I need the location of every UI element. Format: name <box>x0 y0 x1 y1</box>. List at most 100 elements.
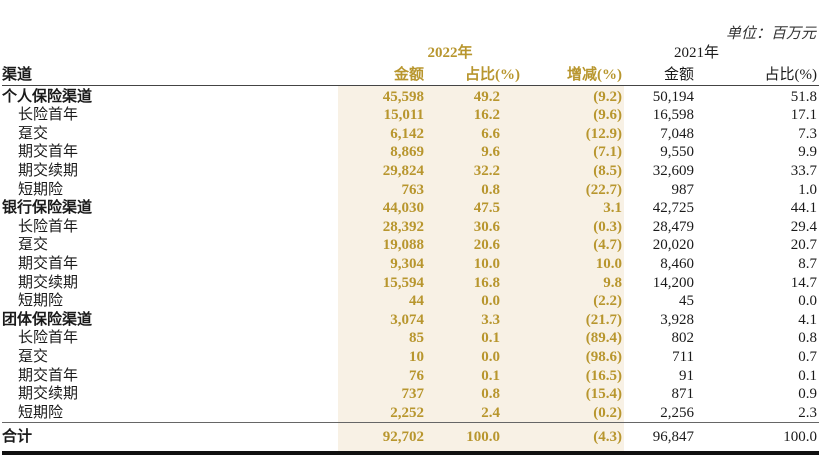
total-row: 合计 92,702 100.0 (4.3) 96,847 100.0 <box>2 422 820 456</box>
amount-2022-cell: 763 <box>338 180 426 200</box>
row-label: 短期险 <box>18 404 64 421</box>
share-2022-cell: 6.6 <box>426 124 523 144</box>
amount-2022-cell: 6,142 <box>338 124 426 144</box>
row-label: 合计 <box>2 422 338 456</box>
table-row: 期交首年 9,304 10.0 10.0 8,460 8.7 <box>2 254 819 274</box>
change-cell: (21.7) <box>522 310 625 330</box>
change-cell: (2.2) <box>522 292 625 311</box>
share-2022-cell: 0.1 <box>426 329 523 348</box>
amount-2022-cell: 9,304 <box>338 254 426 274</box>
table-row: 期交首年 76 0.1 (16.5) 91 0.1 <box>2 366 819 386</box>
table-row: 趸交 6,142 6.6 (12.9) 7,048 7.3 <box>2 124 819 144</box>
row-label: 趸交 <box>18 237 49 254</box>
change-cell: (98.6) <box>522 347 625 367</box>
row-label: 趸交 <box>18 125 49 142</box>
amount-2021-cell: 9,550 <box>660 144 695 161</box>
amount-2022-cell: 737 <box>338 385 426 404</box>
change-cell: (4.7) <box>522 236 625 255</box>
share-2022-cell: 49.2 <box>426 85 523 107</box>
share-2021-cell: 51.8 <box>790 88 818 105</box>
change-cell: 3.1 <box>522 199 625 218</box>
amount-2022-cell: 19,088 <box>338 236 426 255</box>
change-cell: 10.0 <box>522 254 625 274</box>
channel-premium-table: 2022年 2021年 渠道 金额 占比(%) 增减(%) 金额 占比(%) 个… <box>2 44 820 456</box>
table-row: 长险首年 28,392 30.6 (0.3) 28,479 29.4 <box>2 217 819 237</box>
amount-2021-cell: 28,479 <box>652 218 695 235</box>
amount-2021-cell: 871 <box>671 386 695 403</box>
share-2021-cell: 0.0 <box>798 293 818 310</box>
row-label: 银行保险渠道 <box>2 200 93 217</box>
share-2022-cell: 2.4 <box>426 403 523 423</box>
amount-2022-cell: 8,869 <box>338 143 426 162</box>
share-2021-cell: 29.4 <box>790 218 818 235</box>
row-label: 短期险 <box>18 181 64 198</box>
table-row: 团体保险渠道 3,074 3.3 (21.7) 3,928 4.1 <box>2 310 819 330</box>
unit-label: 单位：百万元 <box>725 26 816 42</box>
amount-2021-cell: 987 <box>671 181 695 198</box>
row-label: 期交续期 <box>18 162 79 179</box>
change-cell: (9.2) <box>522 85 625 107</box>
change-cell: (0.2) <box>522 403 625 423</box>
amount-2021-cell: 45 <box>679 293 695 310</box>
amount-2022-cell: 10 <box>338 347 426 367</box>
row-label: 期交续期 <box>18 274 79 291</box>
table-row: 期交续期 737 0.8 (15.4) 871 0.9 <box>2 385 819 404</box>
amount-2022-cell: 76 <box>338 366 426 386</box>
share-2022-cell: 0.8 <box>426 385 523 404</box>
share-2021-cell: 1.0 <box>798 181 818 198</box>
share-2022-cell: 3.3 <box>426 310 523 330</box>
share-2021-cell: 2.3 <box>798 404 818 421</box>
share-2021-cell: 17.1 <box>790 107 818 124</box>
amount-2021-cell: 91 <box>679 367 695 384</box>
share-2021-cell: 0.1 <box>798 367 818 384</box>
row-label: 期交首年 <box>18 255 79 272</box>
row-label: 个人保险渠道 <box>2 88 93 105</box>
amount-2021-cell: 20,020 <box>652 237 695 254</box>
share-2022-cell: 16.2 <box>426 106 523 125</box>
change-cell: 9.8 <box>522 273 625 293</box>
table-row: 个人保险渠道 45,598 49.2 (9.2) 50,194 51.8 <box>2 85 819 107</box>
amount-2022-cell: 2,252 <box>338 403 426 423</box>
amount-2021-cell: 16,598 <box>652 107 695 124</box>
share-2021-cell: 33.7 <box>790 162 818 179</box>
table-row: 短期险 763 0.8 (22.7) 987 1.0 <box>2 180 819 200</box>
year-2022-header: 2022年 <box>427 45 473 61</box>
channel-column-header: 渠道 <box>2 62 338 86</box>
row-label: 长险首年 <box>18 330 79 347</box>
share-2022-cell: 0.8 <box>426 180 523 200</box>
change-cell: (16.5) <box>522 366 625 386</box>
share-2022-cell: 47.5 <box>426 199 523 218</box>
amount-2022-cell: 92,702 <box>338 422 426 456</box>
share-2021-cell: 9.9 <box>798 144 818 161</box>
table-row: 期交续期 29,824 32.2 (8.5) 32,609 33.7 <box>2 161 819 181</box>
amount-2021-cell: 42,725 <box>652 200 695 217</box>
table-row: 期交续期 15,594 16.8 9.8 14,200 14.7 <box>2 273 819 293</box>
change-cell: (89.4) <box>522 329 625 348</box>
row-label: 趸交 <box>18 348 49 365</box>
table-row: 趸交 19,088 20.6 (4.7) 20,020 20.7 <box>2 236 819 255</box>
share-2022-cell: 100.0 <box>426 422 523 456</box>
share-2022-cell: 0.0 <box>426 347 523 367</box>
change-cell: (12.9) <box>522 124 625 144</box>
amount-2021-cell: 32,609 <box>652 162 695 179</box>
amount-2021-cell: 711 <box>672 348 695 365</box>
table-row: 短期险 2,252 2.4 (0.2) 2,256 2.3 <box>2 403 819 423</box>
change-header: 增减(%) <box>522 62 625 86</box>
table-row: 趸交 10 0.0 (98.6) 711 0.7 <box>2 347 819 367</box>
share-2021-cell: 14.7 <box>790 274 818 291</box>
amount-2021-cell: 2,256 <box>660 404 695 421</box>
change-cell: (9.6) <box>522 106 625 125</box>
change-cell: (4.3) <box>522 422 625 456</box>
amount-2021-cell: 802 <box>671 330 695 347</box>
header-row-years: 2022年 2021年 <box>2 44 819 63</box>
amount-2021-header: 金额 <box>624 62 717 86</box>
share-2021-header: 占比(%) <box>716 62 820 86</box>
row-label: 期交首年 <box>18 367 79 384</box>
share-2022-cell: 32.2 <box>426 161 523 181</box>
amount-2022-cell: 3,074 <box>338 310 426 330</box>
amount-2022-header: 金额 <box>338 62 426 86</box>
share-2021-cell: 0.7 <box>798 348 818 365</box>
change-cell: (15.4) <box>522 385 625 404</box>
share-2021-cell: 4.1 <box>798 311 818 328</box>
table-row: 期交首年 8,869 9.6 (7.1) 9,550 9.9 <box>2 143 819 162</box>
